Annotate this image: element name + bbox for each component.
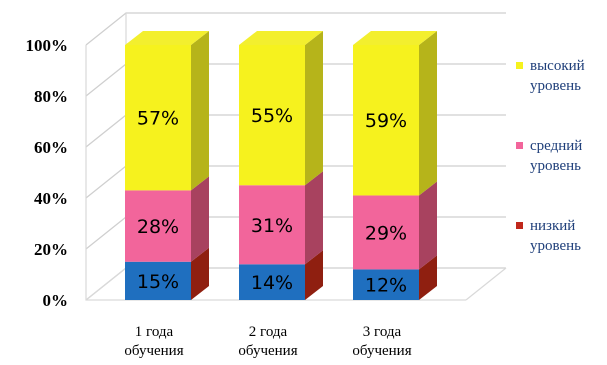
data-label: 59% [365,110,407,132]
legend-label: уровень [530,78,581,94]
data-label: 55% [251,105,293,127]
bar-side-face [419,31,437,196]
y-tick-label: 100% [26,36,69,55]
bar-segment [239,264,305,300]
bar-layer [125,31,437,300]
x-tick-label: 1 года [135,324,174,340]
data-label: 31% [251,215,293,237]
bar-segment [125,261,191,300]
y-tick-label: 0% [43,291,69,310]
legend-swatch [516,62,523,69]
bar-top-face [239,31,323,45]
bar-segment [239,185,305,265]
bar-side-face [419,255,437,300]
bar-side-face [419,181,437,270]
y-tick-label: 60% [34,138,68,157]
bar-top-face [125,31,209,45]
y-tick-label: 40% [34,189,68,208]
legend-label: низкий [530,218,575,234]
bar-side-face [305,171,323,265]
bar-segment [353,269,419,300]
legend-label: высокий [530,58,585,74]
x-tick-label: обучения [238,343,297,359]
legend-label: уровень [530,158,581,174]
x-tick-label: 3 года [363,324,402,340]
bar-side-face [191,176,209,262]
x-tick-label: обучения [352,343,411,359]
data-label: 15% [137,271,179,293]
legend-label: уровень [530,238,581,254]
x-tick-label: обучения [124,343,183,359]
legend-label: средний [530,138,582,154]
depth-axis-line [85,267,127,301]
bar-segment [353,45,419,196]
bar-segment [353,195,419,270]
y-tick-label: 80% [34,87,68,106]
bar-side-face [191,247,209,300]
y-tick-label: 20% [34,240,68,259]
axis-layer: 0% 20% 40% 60% 80% 100% 1 года обучения 2 года об… [26,13,507,359]
bar-side-face [191,31,209,191]
legend-swatch [516,222,523,229]
x-tick-label: 2 года [249,324,288,340]
bar-segment [239,45,305,186]
data-label: 28% [137,216,179,238]
bar-side-face [305,31,323,186]
data-label: 14% [251,272,293,294]
legend-swatch [516,142,523,149]
bar-segment [125,45,191,191]
data-label: 57% [137,108,179,130]
legend: высокий уровень средний уровень низкий уровен… [516,58,585,254]
data-label: 29% [365,222,407,244]
label-layer: 15% 28% 57% 14% 31% 55% 12% 29% 59% [137,105,407,297]
bar-side-face [305,250,323,300]
floor-edge [465,267,507,301]
bar-top-face [353,31,437,45]
data-label: 12% [365,275,407,297]
bar-segment [125,190,191,262]
